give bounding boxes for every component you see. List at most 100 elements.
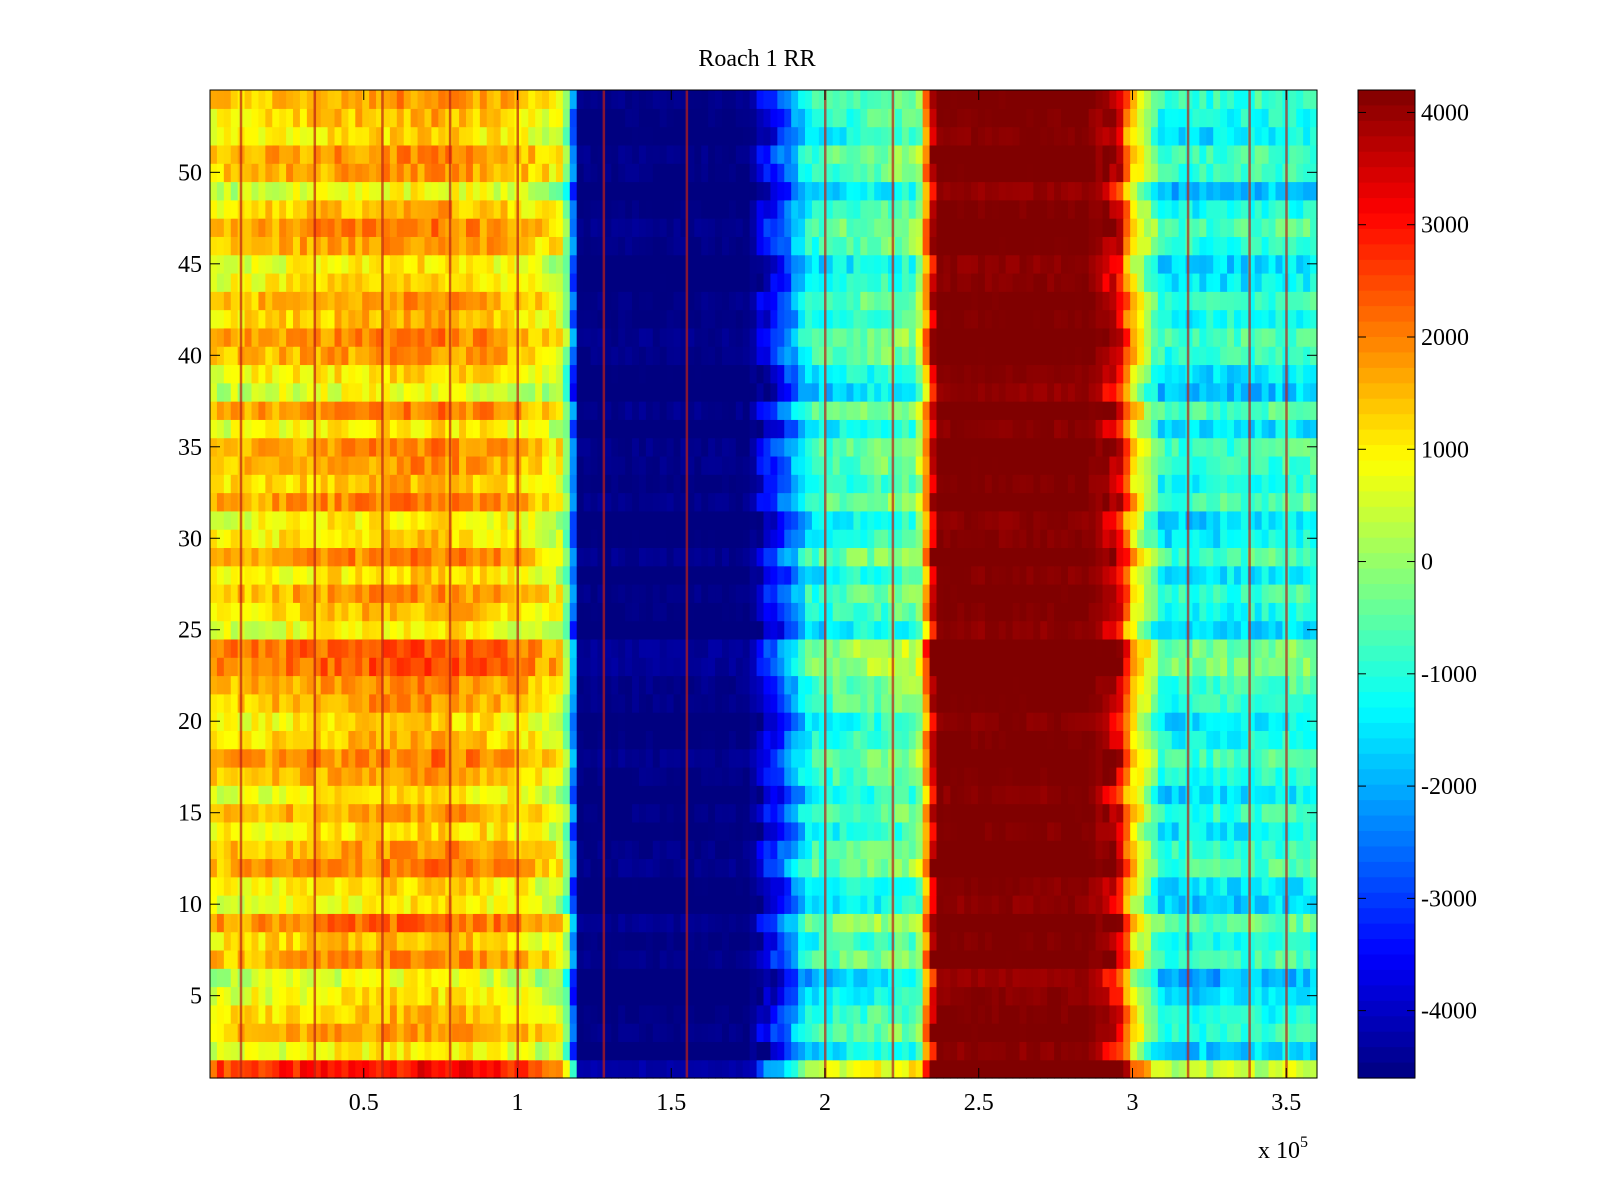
heatmap-cell <box>791 986 799 1006</box>
heatmap-cell <box>597 821 605 841</box>
heatmap-cell <box>1137 1059 1145 1079</box>
heatmap-cell <box>694 785 702 805</box>
heatmap-cell <box>991 876 1000 896</box>
heatmap-cell <box>1054 968 1062 988</box>
heatmap-cell <box>542 876 550 896</box>
heatmap-cell <box>708 565 716 585</box>
heatmap-cell <box>279 931 287 951</box>
heatmap-cell <box>1213 803 1221 823</box>
heatmap-cell <box>521 803 529 823</box>
heatmap-cell <box>784 693 792 713</box>
heatmap-cell <box>1123 858 1131 878</box>
heatmap-cell <box>971 510 979 530</box>
heatmap-cell <box>1178 858 1187 878</box>
heatmap-cell <box>777 565 785 585</box>
heatmap-cell <box>1199 675 1207 695</box>
heatmap-cell <box>486 712 495 731</box>
heatmap-cell <box>396 510 405 530</box>
heatmap-cell <box>1109 1004 1117 1024</box>
heatmap-cell <box>590 1059 599 1079</box>
heatmap-cell <box>874 748 882 768</box>
heatmap-cell <box>507 1004 516 1024</box>
heatmap-cell <box>971 657 979 677</box>
heatmap-cell <box>894 510 903 530</box>
heatmap-cell <box>1199 949 1207 969</box>
heatmap-cell <box>756 1004 765 1024</box>
heatmap-cell <box>389 821 398 841</box>
heatmap-cell <box>881 712 889 731</box>
heatmap-cell <box>846 821 855 841</box>
heatmap-cell <box>818 1059 827 1079</box>
heatmap-cell <box>846 766 855 786</box>
heatmap-cell <box>396 712 405 731</box>
heatmap-cell <box>1109 785 1117 805</box>
heatmap-cell <box>950 766 958 786</box>
heatmap-cell <box>1081 913 1090 933</box>
heatmap-cell <box>756 584 765 603</box>
heatmap-cell <box>1150 584 1159 603</box>
heatmap-cell <box>521 1004 529 1024</box>
heatmap-cell <box>306 748 315 768</box>
heatmap-cell <box>424 931 432 951</box>
heatmap-cell <box>604 620 612 640</box>
heatmap-cell <box>964 895 972 914</box>
heatmap-cell <box>1061 913 1069 933</box>
heatmap-cell <box>818 712 827 731</box>
heatmap-cell <box>1033 968 1041 988</box>
heatmap-cell <box>1012 986 1021 1006</box>
heatmap-cell <box>1227 766 1235 786</box>
heatmap-cell <box>977 1059 986 1079</box>
heatmap-cell <box>721 1041 730 1061</box>
heatmap-cell <box>1109 1023 1117 1043</box>
heatmap-cell <box>299 529 308 549</box>
heatmap-cell <box>936 638 944 658</box>
heatmap-cell <box>334 547 343 567</box>
heatmap-cell <box>991 986 1000 1006</box>
heatmap-cell <box>604 675 612 695</box>
heatmap-cell <box>998 529 1007 549</box>
heatmap-cell <box>894 529 903 549</box>
heatmap-cell <box>957 602 965 622</box>
heatmap-cell <box>991 712 1000 731</box>
heatmap-cell <box>846 529 855 549</box>
heatmap-cell <box>313 602 322 622</box>
heatmap-cell <box>867 712 875 731</box>
heatmap-cell <box>756 876 765 896</box>
heatmap-cell <box>1033 602 1041 622</box>
heatmap-cell <box>604 510 612 530</box>
heatmap-cell <box>1137 1004 1145 1024</box>
heatmap-cell <box>645 1059 654 1079</box>
heatmap-cell <box>1040 949 1048 969</box>
heatmap-cell <box>715 840 723 860</box>
heatmap-cell <box>555 913 564 933</box>
heatmap-cell <box>424 913 432 933</box>
heatmap-cell <box>818 620 827 640</box>
heatmap-cell <box>659 693 668 713</box>
heatmap-cell <box>1268 986 1277 1006</box>
heatmap-cell <box>562 1004 571 1024</box>
heatmap-cell <box>355 785 363 805</box>
heatmap-cell <box>901 1004 910 1024</box>
heatmap-cell <box>459 766 467 786</box>
heatmap-cell <box>590 766 599 786</box>
heatmap-cell <box>493 638 502 658</box>
heatmap-cell <box>1054 1023 1062 1043</box>
heatmap-cell <box>874 620 882 640</box>
heatmap-cell <box>507 565 516 585</box>
heatmap-cell <box>313 968 322 988</box>
heatmap-cell <box>500 968 509 988</box>
heatmap-cell <box>348 748 356 768</box>
heatmap-cell <box>943 693 951 713</box>
heatmap-cell <box>874 730 882 750</box>
heatmap-cell <box>493 712 502 731</box>
heatmap-cell <box>618 1004 626 1024</box>
heatmap-cell <box>984 931 993 951</box>
heatmap-cell <box>1144 510 1152 530</box>
heatmap-cell <box>306 712 315 731</box>
heatmap-cell <box>216 510 225 530</box>
heatmap-cell <box>894 876 903 896</box>
heatmap-cell <box>998 602 1007 622</box>
heatmap-cell <box>362 895 370 914</box>
heatmap-cell <box>1220 876 1228 896</box>
heatmap-cell <box>715 675 723 695</box>
